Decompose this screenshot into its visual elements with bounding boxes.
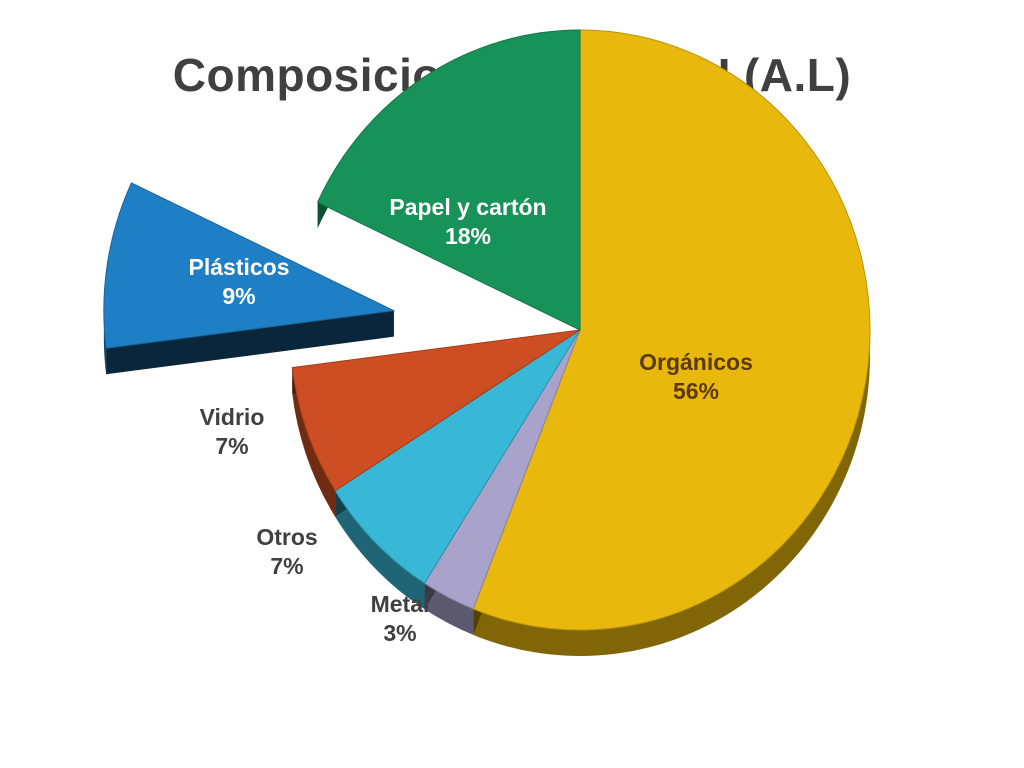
slice-label: Plásticos (189, 254, 290, 280)
slice-label: Vidrio (200, 404, 265, 430)
slice-label: Papel y cartón (389, 194, 546, 220)
slice-label: Metal (371, 591, 430, 617)
pie-slice-vidrio (291, 329, 581, 492)
slice-depth-1 (424, 583, 474, 635)
slice-depth-2 (335, 490, 425, 610)
slice-label: Orgánicos (639, 349, 753, 375)
slice-depth-3 (292, 367, 336, 517)
slice-value-label: 7% (270, 553, 303, 579)
slice-label: Otros (256, 524, 317, 550)
pie-slice-pl-sticos (103, 182, 396, 349)
slice-wall-b-4 (106, 310, 394, 375)
pie-slice-org-nicos (472, 29, 871, 631)
slice-value-label: 56% (673, 378, 719, 404)
pie-labels: Orgánicos 56% Metal 3% Otros 7% Vidrio 7% Plásti… (189, 194, 753, 646)
slice-value-label: 9% (222, 283, 255, 309)
pie-slice-otros (334, 329, 581, 584)
slice-value-label: 7% (215, 433, 248, 459)
pie-slices (103, 29, 871, 631)
slice-value-label: 18% (445, 223, 491, 249)
pie-slice-papel-y-cart-n (316, 29, 581, 331)
slice-value-label: 3% (383, 620, 416, 646)
